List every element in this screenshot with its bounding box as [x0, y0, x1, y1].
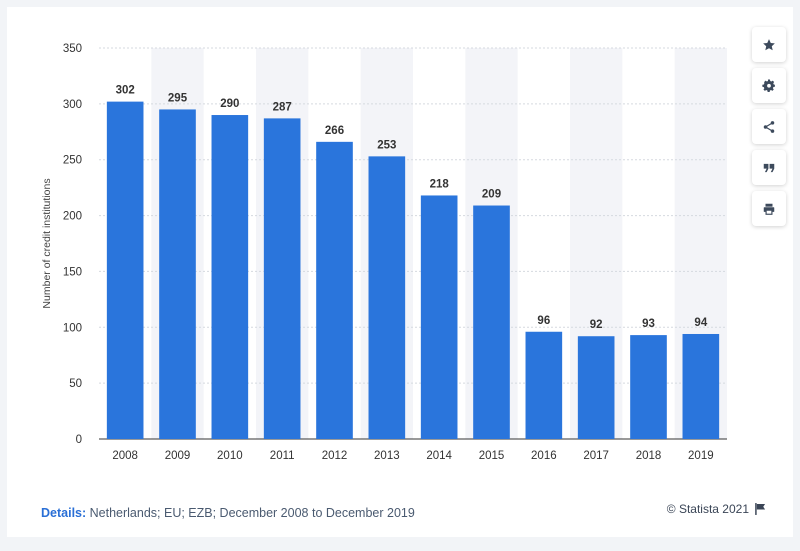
data-label: 92 — [590, 319, 603, 331]
y-tick-label: 250 — [63, 155, 82, 167]
print-icon — [763, 203, 775, 215]
details-label: Details: — [41, 506, 87, 520]
y-axis-title: Number of credit institutions — [41, 178, 53, 308]
bar — [630, 335, 667, 439]
data-label: 209 — [482, 189, 501, 201]
data-label: 266 — [325, 125, 344, 137]
y-tick-label: 350 — [63, 43, 82, 55]
bar — [263, 118, 301, 439]
x-tick-label: 2011 — [270, 450, 295, 462]
data-label: 287 — [273, 101, 292, 113]
gear-icon — [762, 78, 775, 92]
chart-toolbar — [752, 27, 788, 226]
x-tick-label: 2013 — [374, 450, 400, 462]
bar — [106, 101, 144, 439]
x-tick-label: 2009 — [165, 450, 191, 462]
data-label: 290 — [220, 98, 239, 110]
chart-card: 0 50 100 150 200 250 300 350 302 2008 295 2009 290 20… — [7, 7, 793, 537]
data-label: 94 — [694, 317, 707, 329]
y-tick-label: 150 — [63, 266, 82, 278]
x-tick-label: 2019 — [688, 450, 714, 462]
source-credit[interactable]: © Statista 2021 — [667, 502, 766, 516]
x-tick-label: 2015 — [479, 450, 505, 462]
x-tick-label: 2016 — [531, 450, 557, 462]
y-tick-label: 0 — [76, 434, 82, 446]
data-label: 302 — [116, 85, 135, 97]
data-label: 96 — [537, 315, 550, 327]
bar — [682, 333, 720, 439]
data-label: 93 — [642, 318, 655, 330]
x-tick-label: 2014 — [426, 450, 452, 462]
cite-button[interactable] — [752, 150, 786, 185]
x-tick-label: 2018 — [636, 450, 662, 462]
credit-text: © Statista 2021 — [666, 502, 749, 516]
y-tick-label: 300 — [63, 99, 82, 111]
x-tick-label: 2008 — [112, 450, 138, 462]
bar — [159, 109, 196, 439]
star-icon — [763, 38, 775, 50]
data-label: 253 — [377, 139, 396, 151]
print-button[interactable] — [752, 191, 786, 226]
details-note: Details: Netherlands; EU; EZB; December … — [41, 506, 415, 520]
bar — [368, 156, 406, 439]
bar-chart: 0 50 100 150 200 250 300 350 302 2008 295 2009 290 20… — [41, 43, 727, 462]
settings-button[interactable] — [752, 68, 786, 103]
flag-icon — [755, 503, 766, 515]
share-button[interactable] — [752, 109, 786, 144]
quote-icon — [763, 163, 775, 172]
y-tick-label: 200 — [63, 211, 82, 223]
share-icon — [763, 120, 775, 133]
data-label: 218 — [430, 178, 450, 190]
bar — [577, 336, 615, 439]
bar — [316, 141, 353, 439]
y-tick-label: 100 — [63, 322, 82, 334]
y-tick-label: 50 — [69, 378, 82, 390]
x-tick-label: 2010 — [217, 450, 243, 462]
bar — [211, 115, 249, 440]
bar — [420, 195, 458, 439]
x-tick-label: 2012 — [322, 450, 348, 462]
bar — [473, 205, 510, 439]
x-tick-label: 2017 — [583, 450, 609, 462]
details-text: Netherlands; EU; EZB; December 2008 to D… — [89, 506, 415, 520]
favorite-button[interactable] — [752, 27, 786, 62]
data-label: 295 — [168, 92, 188, 104]
bar — [525, 331, 563, 439]
